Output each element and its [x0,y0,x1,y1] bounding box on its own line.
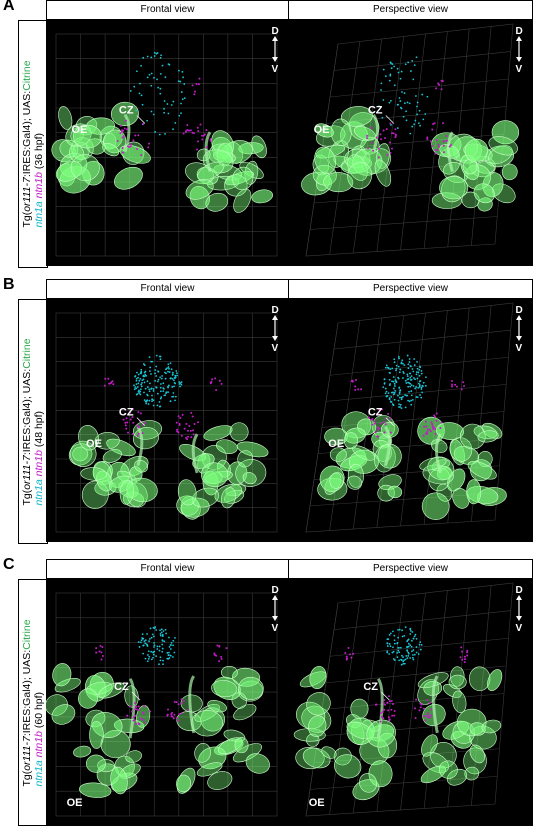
olfactory-epithelium-right [431,120,520,212]
ntn1b-signal [116,77,212,157]
genotype-label: Tg(or111-7:IRES:Gal4); UAS:Citrine ntn1a… [18,20,48,268]
panel-c: C Frontal view Perspective view Tg(or111… [0,556,533,826]
ntn1b-signal [95,644,228,726]
label-oe: OE [309,797,325,809]
dv-axis-indicator: DV [272,26,279,75]
ntn1a-signal [137,626,176,666]
label-oe: OE [328,438,344,450]
ntn1b-signal [350,378,466,438]
header-perspective: Perspective view [288,279,533,299]
label-oe: OE [71,124,87,136]
olfactory-epithelium-right [176,666,270,794]
perspective-view: OE CZ D V [288,299,533,542]
olfactory-epithelium-left [317,411,403,502]
header-frontal: Frontal view [46,559,289,579]
svg-text:V: V [516,623,523,634]
frontal-view: OE CZ D V [46,579,289,826]
svg-text:V: V [516,343,523,354]
olfactory-epithelium-right [417,416,507,520]
genotype-label: Tg(or111-7:IRES:Gal4); UAS:Citrine ntn1a… [18,299,48,544]
dv-axis-indicator: DV [516,26,523,75]
olfactory-epithelium-left [293,665,398,801]
panel-letter: A [3,0,15,14]
label-cz: CZ [363,681,378,693]
svg-text:D: D [516,585,523,596]
ntn1b-signal [344,646,469,723]
olfactory-epithelium-right [417,666,503,786]
perspective-view: OE CZ D V [288,579,533,826]
olfactory-epithelium-left [51,101,151,194]
svg-text:V: V [272,623,279,634]
dv-axis-indicator: DV [516,305,523,354]
header-perspective: Perspective view [288,559,533,579]
label-oe: OE [67,797,83,809]
svg-text:V: V [272,64,279,75]
genotype-text: Tg(or111-7:IRES:Gal4); UAS:Citrine ntn1a… [21,337,45,506]
panel-letter: C [3,556,15,573]
label-oe: OE [314,124,330,136]
ntn1a-signal [386,626,423,666]
ntn1a-signal [133,354,183,408]
perspective-view: OE CZ D V [288,20,533,266]
svg-text:D: D [516,26,523,37]
svg-text:V: V [516,64,523,75]
svg-text:V: V [272,343,279,354]
label-cz: CZ [368,407,383,419]
olfactory-epithelium-right [176,422,269,520]
dv-axis-indicator: DV [272,305,279,354]
label-cz: CZ [119,104,134,116]
genotype-text: Tg(or111-7:IRES:Gal4); UAS:Citrine ntn1a… [21,60,45,228]
panel-b: B Frontal view Perspective view Tg(or111… [0,276,533,544]
frontal-view: OE CZ D V [46,20,289,266]
dv-axis-indicator: DV [272,585,279,634]
ntn1b-signal [103,377,223,441]
svg-text:D: D [272,585,279,596]
genotype-label: Tg(or111-7:IRES:Gal4); UAS:Citrine ntn1a… [18,579,48,826]
header-frontal: Frontal view [46,0,289,20]
svg-text:D: D [272,305,279,316]
svg-text:D: D [272,26,279,37]
label-cz: CZ [114,681,129,693]
svg-text:D: D [516,305,523,316]
olfactory-epithelium-left [68,420,163,509]
header-perspective: Perspective view [288,0,533,20]
dv-axis-indicator: DV [516,585,523,634]
olfactory-epithelium-left [46,663,151,798]
ntn1a-signal [378,56,429,135]
ntn1a-signal [129,51,186,136]
olfactory-epithelium-right [185,130,273,213]
label-cz: CZ [119,407,134,419]
label-cz: CZ [368,104,383,116]
label-oe: OE [86,438,102,450]
ntn1a-signal [382,354,427,410]
genotype-text: Tg(or111-7:IRES:Gal4); UAS:Citrine ntn1a… [21,618,45,787]
ntn1b-signal [366,79,452,159]
frontal-view: OE CZ D V [46,299,289,542]
olfactory-epithelium-left [301,106,392,196]
panel-letter: B [3,276,15,293]
panel-a: A Frontal view Perspective view Tg(or111… [0,0,533,268]
header-frontal: Frontal view [46,279,289,299]
